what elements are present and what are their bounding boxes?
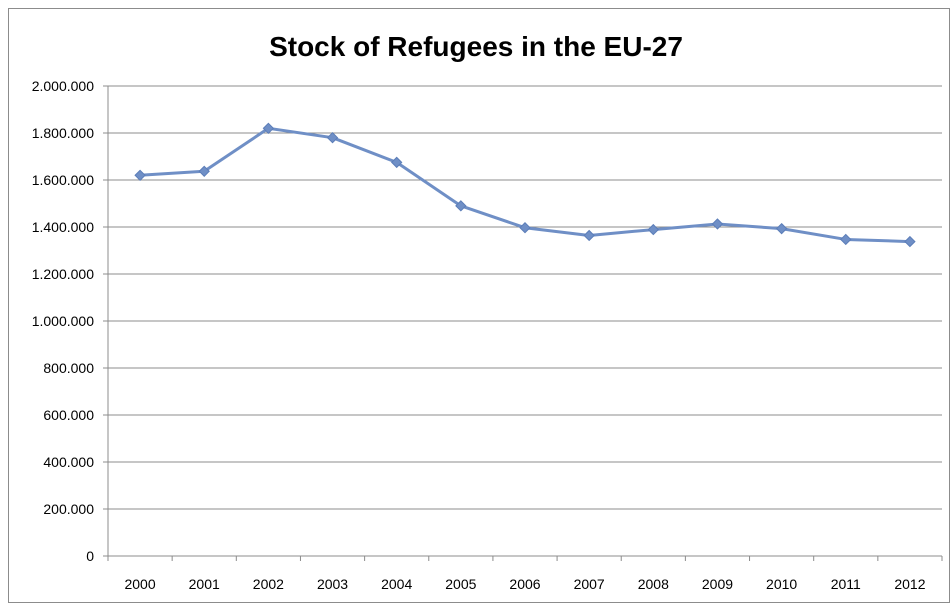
x-tick-label: 2007 bbox=[574, 576, 605, 592]
data-point bbox=[775, 222, 788, 235]
y-tick-label: 1.000.000 bbox=[32, 313, 94, 329]
x-tick-label: 2003 bbox=[317, 576, 348, 592]
axes bbox=[103, 85, 943, 561]
x-axis-tick-labels: 2000 2001 2002 2003 2004 2005 2006 2007 2008 2009… bbox=[124, 576, 925, 592]
data-point bbox=[647, 223, 660, 236]
data-point bbox=[390, 156, 403, 169]
x-tick-label: 2004 bbox=[381, 576, 412, 592]
y-tick-label: 0 bbox=[86, 548, 94, 564]
y-tick-label: 1.400.000 bbox=[32, 219, 94, 235]
series bbox=[134, 122, 916, 248]
x-tick-label: 2010 bbox=[766, 576, 797, 592]
data-point bbox=[198, 165, 210, 178]
data-point bbox=[262, 122, 275, 135]
y-tick-label: 1.200.000 bbox=[32, 266, 94, 282]
chart-title: Stock of Refugees in the EU-27 bbox=[269, 31, 683, 62]
y-axis-tick-labels: 0 200.000 400.000 600.000 800.000 1.000.000 1.… bbox=[32, 78, 95, 564]
data-point bbox=[326, 131, 339, 144]
data-point bbox=[904, 235, 916, 248]
data-point bbox=[583, 229, 595, 242]
data-point bbox=[519, 221, 531, 234]
x-tick-label: 2011 bbox=[831, 576, 861, 592]
x-tick-label: 2001 bbox=[189, 576, 220, 592]
gridlines bbox=[108, 85, 942, 510]
data-point bbox=[455, 200, 467, 212]
x-tick-label: 2005 bbox=[445, 576, 476, 592]
x-tick-label: 2012 bbox=[894, 576, 925, 592]
x-tick-label: 2000 bbox=[124, 576, 155, 592]
y-tick-label: 200.000 bbox=[43, 501, 94, 517]
y-tick-label: 2.000.000 bbox=[32, 78, 94, 94]
x-tick-label: 2008 bbox=[638, 576, 669, 592]
y-tick-label: 800.000 bbox=[43, 360, 94, 376]
x-tick-label: 2002 bbox=[253, 576, 284, 592]
data-point bbox=[711, 218, 724, 230]
x-tick-label: 2009 bbox=[702, 576, 733, 592]
y-tick-label: 1.600.000 bbox=[32, 172, 94, 188]
y-tick-label: 400.000 bbox=[43, 454, 94, 470]
y-tick-label: 600.000 bbox=[43, 407, 94, 423]
chart-frame bbox=[8, 8, 950, 603]
data-point bbox=[840, 233, 852, 246]
data-point bbox=[134, 169, 146, 182]
x-tick-label: 2006 bbox=[509, 576, 540, 592]
y-tick-label: 1.800.000 bbox=[32, 125, 94, 141]
